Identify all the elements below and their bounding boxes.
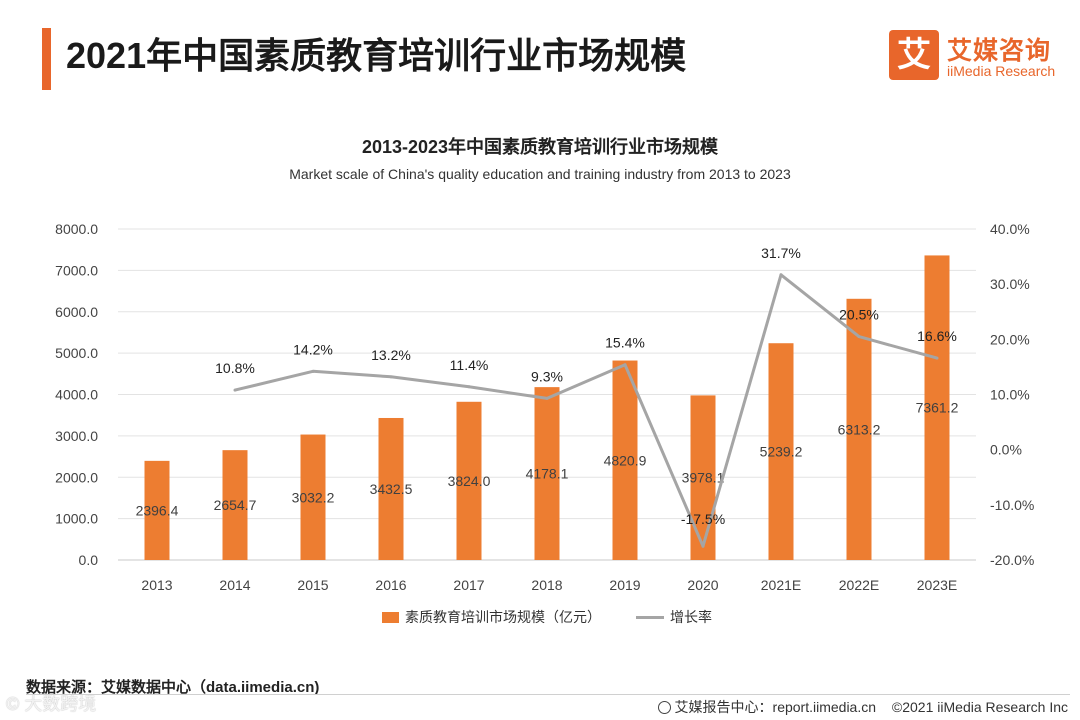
x-tick-label: 2019 xyxy=(609,577,640,593)
growth-rate-point xyxy=(623,363,627,367)
y-right-tick-label: 30.0% xyxy=(990,276,1030,292)
bar-value-label: 5239.2 xyxy=(760,444,803,460)
bar-value-label: 3432.5 xyxy=(370,481,413,497)
growth-rate-point xyxy=(389,375,393,379)
legend-bar-label: 素质教育培训市场规模（亿元） xyxy=(405,609,601,625)
logo-mark-icon: 艾 xyxy=(889,30,939,80)
x-tick-label: 2018 xyxy=(531,577,562,593)
bar-value-label: 3978.1 xyxy=(682,470,725,486)
growth-rate-label: 20.5% xyxy=(839,307,879,323)
bar xyxy=(846,298,872,560)
legend-line-label: 增长率 xyxy=(670,609,712,625)
title-accent-bar xyxy=(42,28,51,90)
growth-rate-label: 13.2% xyxy=(371,347,411,363)
bar xyxy=(144,460,170,560)
growth-rate-label: 11.4% xyxy=(450,357,489,373)
growth-rate-label: -17.5% xyxy=(681,511,725,527)
footer-divider xyxy=(26,694,1070,695)
growth-rate-label: 14.2% xyxy=(293,341,333,357)
y-right-tick-label: 10.0% xyxy=(990,387,1030,403)
report-center-link[interactable]: 艾媒报告中心：report.iimedia.cn xyxy=(674,699,877,715)
bar-value-label: 4820.9 xyxy=(604,452,647,468)
y-right-tick-label: 40.0% xyxy=(990,221,1030,237)
y-left-tick-label: 3000.0 xyxy=(55,428,98,444)
bar xyxy=(456,401,482,560)
growth-rate-point xyxy=(701,544,705,548)
growth-rate-line xyxy=(234,273,938,548)
logo-english-name: iiMedia Research xyxy=(947,63,1056,79)
y-right-tick-label: -20.0% xyxy=(990,552,1034,568)
x-tick-label: 2023E xyxy=(917,577,957,593)
y-right-tick-label: -10.0% xyxy=(990,497,1034,513)
bar-value-label: 7361.2 xyxy=(916,400,959,416)
bar xyxy=(690,395,716,560)
legend-bar-swatch xyxy=(382,612,399,623)
growth-rate-label: 9.3% xyxy=(531,368,563,384)
bar-value-label: 3032.2 xyxy=(292,489,335,505)
y-left-tick-label: 1000.0 xyxy=(55,511,98,527)
y-left-tick-label: 0.0 xyxy=(79,552,99,568)
bar xyxy=(534,387,560,560)
y-left-tick-label: 4000.0 xyxy=(55,387,98,403)
bar xyxy=(612,360,638,560)
growth-rate-label: 31.7% xyxy=(761,245,801,261)
bar-value-label: 6313.2 xyxy=(838,421,881,437)
y-right-tick-label: 0.0% xyxy=(990,442,1022,458)
x-tick-label: 2016 xyxy=(375,577,406,593)
growth-rate-point xyxy=(545,396,549,400)
x-tick-label: 2017 xyxy=(453,577,484,593)
y-left-tick-label: 6000.0 xyxy=(55,304,98,320)
growth-rate-point xyxy=(935,356,939,360)
bar-value-label: 4178.1 xyxy=(526,466,569,482)
bar xyxy=(768,343,794,560)
x-tick-label: 2021E xyxy=(761,577,801,593)
growth-rate-label: 10.8% xyxy=(215,360,255,376)
logo-chinese-name: 艾媒咨询 xyxy=(947,37,1052,65)
bar-value-label: 3824.0 xyxy=(448,473,491,489)
y-right-tick-label: 20.0% xyxy=(990,331,1030,347)
growth-rate-point xyxy=(779,273,783,277)
copyright: ©2021 iiMedia Research Inc xyxy=(891,699,1068,715)
page-title: 2021年中国素质教育培训行业市场规模 xyxy=(66,35,687,76)
growth-rate-point xyxy=(233,388,237,392)
x-tick-label: 2015 xyxy=(297,577,328,593)
x-tick-label: 2013 xyxy=(141,577,172,593)
x-tick-label: 2020 xyxy=(687,577,718,593)
chart-subtitle: Market scale of China's quality educatio… xyxy=(289,166,791,182)
growth-rate-label: 16.6% xyxy=(917,328,957,344)
bar xyxy=(222,450,248,560)
x-tick-label: 2022E xyxy=(839,577,879,593)
bar xyxy=(300,434,326,560)
footer-info: 艾媒报告中心：report.iimedia.cn ©2021 iiMedia R… xyxy=(657,697,1068,717)
growth-rate-point xyxy=(857,335,861,339)
growth-rate-point xyxy=(311,369,315,373)
bar-value-label: 2654.7 xyxy=(214,497,257,513)
x-tick-label: 2014 xyxy=(219,577,250,593)
bar xyxy=(924,255,950,560)
data-source: 数据来源：艾媒数据中心（data.iimedia.cn) xyxy=(26,679,320,696)
globe-icon xyxy=(657,701,671,714)
y-left-tick-label: 7000.0 xyxy=(55,262,98,278)
watermark: © 大数跨境 xyxy=(6,694,97,714)
y-left-tick-label: 8000.0 xyxy=(55,221,98,237)
bar-value-label: 2396.4 xyxy=(136,502,179,518)
growth-rate-label: 15.4% xyxy=(605,335,645,351)
growth-rate-point xyxy=(467,385,471,389)
bar xyxy=(378,417,404,560)
iimedia-logo: 艾 艾媒咨询 iiMedia Research xyxy=(889,30,1065,82)
chart-title: 2013-2023年中国素质教育培训行业市场规模 xyxy=(361,137,719,157)
y-left-tick-label: 5000.0 xyxy=(55,345,98,361)
y-left-tick-label: 2000.0 xyxy=(55,469,98,485)
